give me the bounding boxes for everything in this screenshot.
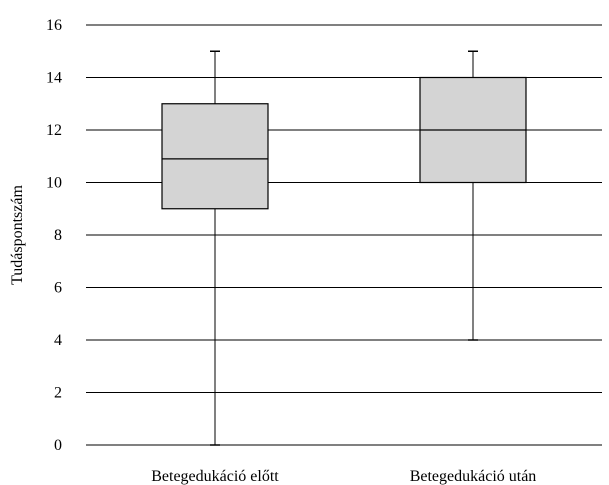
y-tick-label-10: 10	[46, 175, 62, 192]
y-tick-label-4: 4	[54, 332, 62, 349]
y-tick-label-6: 6	[54, 280, 62, 297]
y-axis-label: Tudáspontszám	[9, 185, 26, 285]
x-category-label-2: Betegedukáció után	[410, 468, 537, 485]
y-tick-labels: 0 2 4 6 8 10 12 14 16	[46, 17, 62, 454]
iqr-box	[162, 104, 268, 209]
boxes	[162, 51, 526, 445]
x-category-labels: Betegedukáció előtt Betegedukáció után	[151, 468, 536, 485]
x-category-label-1: Betegedukáció előtt	[151, 468, 279, 485]
y-tick-label-2: 2	[54, 385, 62, 402]
box-1	[162, 51, 268, 445]
y-tick-label-12: 12	[46, 122, 62, 139]
box-2	[420, 51, 526, 340]
y-tick-label-14: 14	[46, 70, 62, 87]
y-tick-label-0: 0	[54, 437, 62, 454]
y-tick-label-16: 16	[46, 17, 62, 34]
y-tick-label-8: 8	[54, 227, 62, 244]
